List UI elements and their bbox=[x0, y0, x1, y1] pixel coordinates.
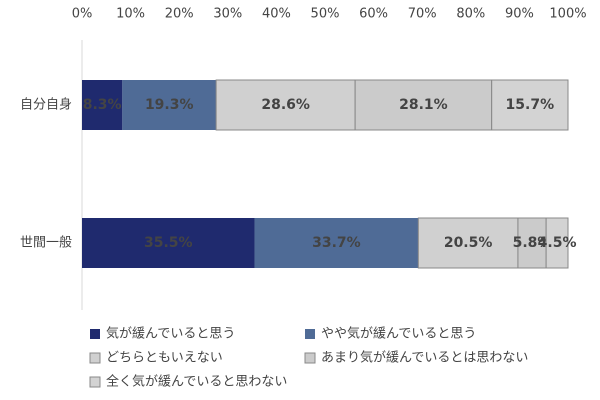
value-label: 28.6% bbox=[261, 97, 310, 113]
legend-label: 気が緩んでいると思う bbox=[106, 326, 235, 342]
legend-label: あまり気が緩んでいるとは思わない bbox=[321, 350, 528, 366]
x-tick-label: 20% bbox=[165, 7, 194, 22]
value-label: 33.7% bbox=[312, 235, 361, 251]
value-label: 35.5% bbox=[144, 235, 193, 251]
value-label: 4.5% bbox=[538, 235, 577, 251]
bar-segment bbox=[545, 217, 569, 269]
bar-segment bbox=[82, 80, 123, 130]
y-tick-label: 自分自身 bbox=[20, 97, 72, 113]
value-label: 15.7% bbox=[506, 97, 555, 113]
x-tick-label: 60% bbox=[359, 7, 388, 22]
bar-segment bbox=[122, 80, 217, 130]
bar-segment bbox=[517, 217, 547, 269]
x-tick-label: 30% bbox=[213, 7, 242, 22]
legend-swatch bbox=[304, 352, 316, 364]
value-label: 5.8% bbox=[513, 235, 552, 251]
x-tick-label: 90% bbox=[505, 7, 534, 22]
value-label: 28.1% bbox=[399, 97, 448, 113]
legend-label: やや気が緩んでいると思う bbox=[321, 326, 476, 342]
x-tick-label: 0% bbox=[72, 7, 93, 22]
bar-segment bbox=[491, 79, 569, 131]
x-tick-label: 40% bbox=[262, 7, 291, 22]
bar-segment bbox=[417, 217, 519, 269]
legend-swatch bbox=[305, 329, 315, 339]
y-tick-label: 世間一般 bbox=[20, 235, 72, 251]
value-label: 20.5% bbox=[444, 235, 493, 251]
legend-label: 全く気が緩んでいると思わない bbox=[106, 374, 287, 390]
bar-segment bbox=[82, 218, 255, 268]
x-tick-label: 10% bbox=[116, 7, 145, 22]
bar-segment bbox=[354, 79, 493, 131]
legend-swatch bbox=[89, 376, 101, 388]
value-label: 8.3% bbox=[83, 97, 122, 113]
legend-label: どちらともいえない bbox=[106, 351, 223, 366]
value-label: 19.3% bbox=[145, 97, 194, 113]
legend-swatch bbox=[90, 329, 100, 339]
bar-segment bbox=[215, 79, 356, 131]
x-tick-label: 80% bbox=[456, 7, 485, 22]
legend-swatch bbox=[89, 352, 101, 364]
x-tick-label: 50% bbox=[311, 7, 340, 22]
x-tick-label: 70% bbox=[408, 7, 437, 22]
bar-segment bbox=[254, 218, 419, 268]
x-tick-label: 100% bbox=[549, 7, 586, 22]
